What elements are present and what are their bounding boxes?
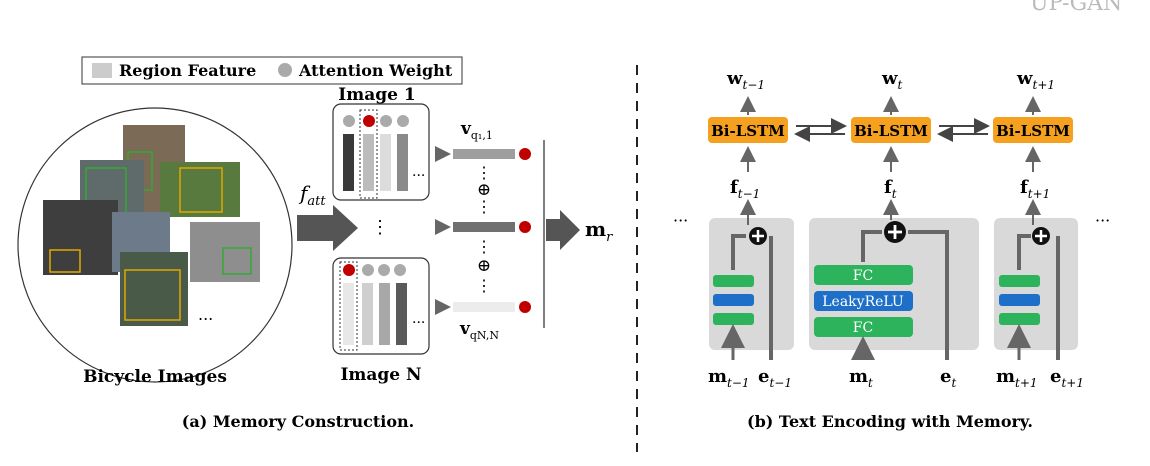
- attention-dot-red: [363, 115, 375, 127]
- oplus-2: ⊕: [477, 256, 491, 276]
- bilstm-right: Bi-LSTM: [993, 117, 1073, 143]
- vertical-ellipsis-2: ⋮: [476, 197, 492, 216]
- f-att-arrow: [297, 205, 358, 251]
- photo-6: [190, 222, 260, 282]
- v-qn-label: vqN,N: [459, 319, 499, 342]
- w-t-plus-1: wt+1: [1016, 68, 1055, 92]
- bilstm-left-label: Bi-LSTM: [711, 122, 785, 140]
- image-1-ellipsis: ...: [412, 164, 425, 180]
- image-1-label: Image 1: [338, 85, 415, 105]
- oplus-1: ⊕: [477, 180, 491, 200]
- fc-bottom: FC: [814, 317, 913, 337]
- f-t-plus-1: ft+1: [1020, 177, 1050, 201]
- fc-top-label: FC: [853, 268, 873, 284]
- image-collage: ...: [17, 107, 293, 383]
- m-r-label: mr: [585, 217, 613, 245]
- w-t-minus-1: wt−1: [726, 68, 765, 92]
- add-node-left: [749, 227, 767, 245]
- feature-bar-1: [453, 149, 515, 159]
- m-t-plus-1: mt+1: [996, 366, 1038, 390]
- legend-attention-dot: [278, 63, 292, 77]
- header-fragment: UP-GAN: [1030, 0, 1122, 16]
- caption-b: (b) Text Encoding with Memory.: [747, 412, 1033, 431]
- v-q1-label: vq₁,1: [460, 119, 493, 142]
- w-t: wt: [881, 68, 903, 92]
- fc-top: FC: [814, 265, 913, 285]
- bilstm-left: Bi-LSTM: [708, 117, 788, 143]
- vertical-ellipsis-4: ⋮: [476, 276, 492, 295]
- vertical-ellipsis-1: ⋮: [476, 163, 492, 182]
- vertical-ellipsis-3: ⋮: [476, 237, 492, 256]
- legend-region-swatch: [92, 63, 112, 78]
- image-n-label: Image N: [340, 365, 421, 385]
- m-t-minus-1: mt−1: [708, 366, 750, 390]
- m-r-arrow: [546, 210, 580, 250]
- leakyrelu-label: LeakyReLU: [822, 294, 904, 310]
- attention-dot-red: [343, 264, 355, 276]
- ellipsis-right: ···: [1095, 211, 1110, 230]
- add-node-right: [1032, 227, 1050, 245]
- f-t: ft: [884, 177, 897, 201]
- bilstm-right-label: Bi-LSTM: [996, 122, 1070, 140]
- caption-a: (a) Memory Construction.: [182, 412, 414, 431]
- collage-ellipsis: ...: [198, 305, 213, 324]
- legend-attention-label: Attention Weight: [298, 61, 453, 80]
- middle-vertical-ellipsis: ⋮: [371, 217, 389, 238]
- bilstm-center-label: Bi-LSTM: [854, 122, 928, 140]
- e-t: et: [940, 366, 956, 390]
- f-att-label: fatt: [298, 181, 326, 209]
- legend: Region Feature Attention Weight: [81, 56, 463, 85]
- e-t-minus-1: et−1: [758, 366, 792, 390]
- image-n-box: ...: [332, 257, 430, 355]
- m-t: mt: [849, 366, 873, 390]
- photo-3: [160, 162, 240, 217]
- add-node-center: [884, 221, 906, 243]
- memory-features: [453, 148, 531, 313]
- f-t-minus-1: ft−1: [730, 177, 760, 201]
- leakyrelu: LeakyReLU: [814, 291, 913, 311]
- photo-7: [120, 252, 188, 326]
- legend-region-label: Region Feature: [119, 61, 256, 80]
- image-n-ellipsis: ...: [412, 311, 425, 327]
- fc-bottom-label: FC: [853, 320, 873, 336]
- bilstm-center: Bi-LSTM: [851, 117, 931, 143]
- feature-bar-n: [453, 302, 515, 312]
- ellipsis-left: ···: [673, 211, 688, 230]
- e-t-plus-1: et+1: [1050, 366, 1084, 390]
- image-1-box: ...: [332, 103, 430, 201]
- collage-caption: Bicycle Images: [83, 367, 227, 387]
- feature-bar-mid: [453, 222, 515, 232]
